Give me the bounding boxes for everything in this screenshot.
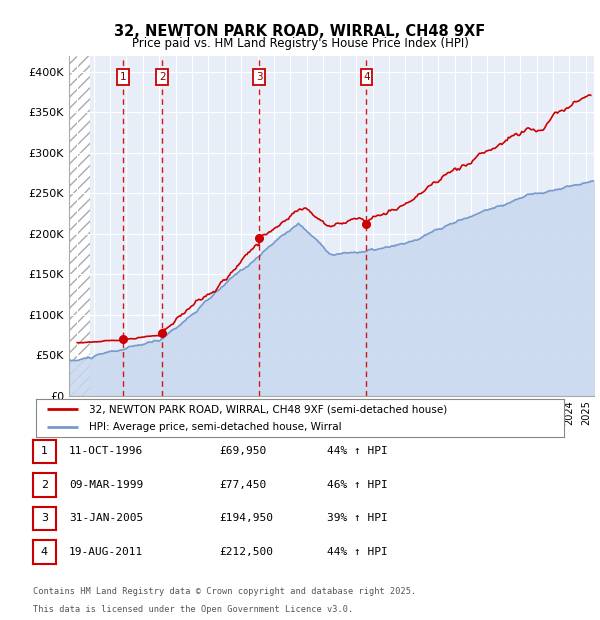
Text: 4: 4 bbox=[363, 72, 370, 82]
Text: £77,450: £77,450 bbox=[219, 480, 266, 490]
Text: 3: 3 bbox=[256, 72, 262, 82]
Text: 44% ↑ HPI: 44% ↑ HPI bbox=[327, 547, 388, 557]
Text: This data is licensed under the Open Government Licence v3.0.: This data is licensed under the Open Gov… bbox=[33, 604, 353, 614]
Text: £212,500: £212,500 bbox=[219, 547, 273, 557]
Text: 44% ↑ HPI: 44% ↑ HPI bbox=[327, 446, 388, 456]
Text: 32, NEWTON PARK ROAD, WIRRAL, CH48 9XF: 32, NEWTON PARK ROAD, WIRRAL, CH48 9XF bbox=[115, 24, 485, 38]
Text: 32, NEWTON PARK ROAD, WIRRAL, CH48 9XF (semi-detached house): 32, NEWTON PARK ROAD, WIRRAL, CH48 9XF (… bbox=[89, 404, 447, 414]
Text: £194,950: £194,950 bbox=[219, 513, 273, 523]
Text: 11-OCT-1996: 11-OCT-1996 bbox=[69, 446, 143, 456]
Text: 09-MAR-1999: 09-MAR-1999 bbox=[69, 480, 143, 490]
Text: 4: 4 bbox=[41, 547, 48, 557]
Text: 1: 1 bbox=[41, 446, 48, 456]
Text: 1: 1 bbox=[119, 72, 126, 82]
Text: 46% ↑ HPI: 46% ↑ HPI bbox=[327, 480, 388, 490]
Text: 39% ↑ HPI: 39% ↑ HPI bbox=[327, 513, 388, 523]
Bar bbox=[69, 56, 89, 396]
Text: Contains HM Land Registry data © Crown copyright and database right 2025.: Contains HM Land Registry data © Crown c… bbox=[33, 587, 416, 596]
Text: 3: 3 bbox=[41, 513, 48, 523]
Text: 2: 2 bbox=[159, 72, 166, 82]
Text: 19-AUG-2011: 19-AUG-2011 bbox=[69, 547, 143, 557]
Text: HPI: Average price, semi-detached house, Wirral: HPI: Average price, semi-detached house,… bbox=[89, 422, 341, 432]
Text: 2: 2 bbox=[41, 480, 48, 490]
Text: Price paid vs. HM Land Registry's House Price Index (HPI): Price paid vs. HM Land Registry's House … bbox=[131, 37, 469, 50]
Text: 31-JAN-2005: 31-JAN-2005 bbox=[69, 513, 143, 523]
Text: £69,950: £69,950 bbox=[219, 446, 266, 456]
